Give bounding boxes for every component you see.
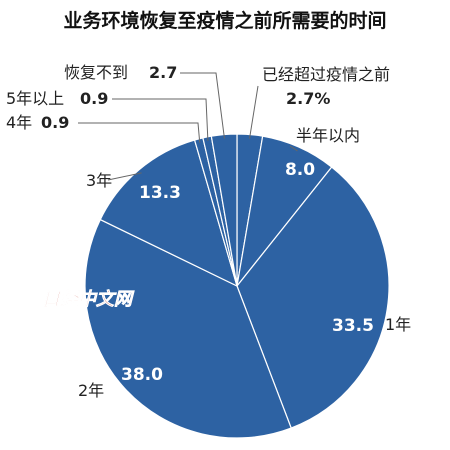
leader-lines xyxy=(78,72,298,181)
pie-slice-4 xyxy=(99,139,238,288)
slice-value-within-half-year: 8.0 xyxy=(285,160,315,180)
slice-label-already-exceeded: 已经超过疫情之前 xyxy=(262,65,390,84)
slice-label-4-years: 4年 xyxy=(6,113,32,132)
slice-label-not-recovered: 恢复不到 xyxy=(64,63,128,82)
leader-line-5 xyxy=(78,122,201,143)
pie-slice-3 xyxy=(84,218,292,439)
slice-label-within-half-year: 半年以内 xyxy=(296,126,360,145)
slice-value-4-years: 0.9 xyxy=(41,113,69,132)
slice-value-2-years: 38.0 xyxy=(121,365,163,385)
leader-line-7 xyxy=(180,72,225,139)
slice-label-5-years-plus: 5年以上 xyxy=(6,89,64,108)
chart-title: 业务环境恢复至疫情之前所需要的时间 xyxy=(63,9,386,32)
slice-value-1-year: 33.5 xyxy=(332,316,374,336)
slice-value-5-years-plus: 0.9 xyxy=(80,89,108,108)
pie-slices xyxy=(84,133,390,439)
leader-line-0 xyxy=(249,85,259,139)
leader-line-6 xyxy=(112,98,209,141)
slice-value-already-exceeded: 2.7% xyxy=(286,89,330,108)
slice-label-3-years: 3年 xyxy=(86,171,112,190)
slice-value-not-recovered: 2.7 xyxy=(149,63,177,82)
leader-line-1 xyxy=(289,145,298,152)
slice-value-3-years: 13.3 xyxy=(139,183,181,203)
watermark-text: 日经中文网 xyxy=(42,289,135,310)
pie-slice-2 xyxy=(236,166,390,429)
slice-label-1-year: 1年 xyxy=(385,315,411,334)
slice-label-2-years: 2年 xyxy=(78,381,104,400)
leader-line-4 xyxy=(107,172,142,181)
